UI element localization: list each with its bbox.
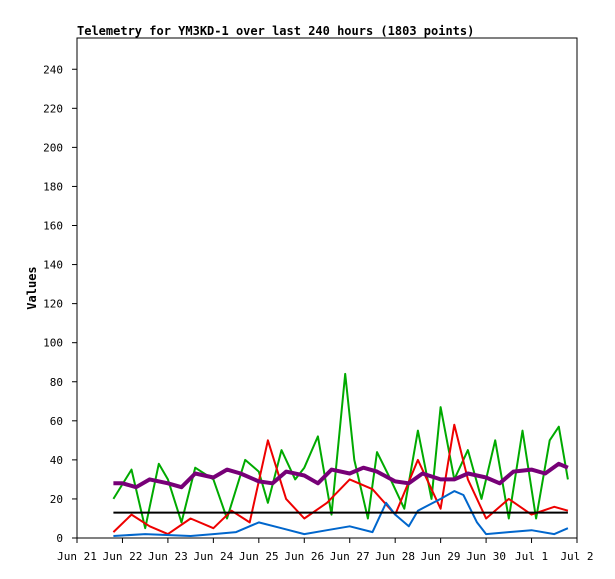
x-tick-label: Jul 1 xyxy=(515,550,548,563)
y-tick-label: 100 xyxy=(43,337,63,350)
x-tick-label: Jun 21 xyxy=(57,550,97,563)
y-tick-label: 80 xyxy=(50,376,63,389)
x-axis: Jun 21 Jun 22 Jun 23 Jun 24 Jun 25 Jun 26 Jun … xyxy=(57,538,594,563)
y-tick-label: 180 xyxy=(43,180,63,193)
chart-title: Telemetry for YM3KD-1 over last 240 hour… xyxy=(77,24,474,38)
series-line-3 xyxy=(113,490,569,537)
x-tick-label: Jun 29 xyxy=(421,550,461,563)
y-tick-label: 120 xyxy=(43,298,63,311)
x-tick-label: Jun 26 xyxy=(284,550,324,563)
x-tick-label: Jun 22 xyxy=(103,550,143,563)
x-tick-label: Jun 28 xyxy=(375,550,415,563)
x-tick-label: Jul 2 xyxy=(560,550,593,563)
y-tick-label: 240 xyxy=(43,63,63,76)
x-tick-label: Jun 30 xyxy=(466,550,506,563)
y-axis: 0 20 40 60 80 100 120 140 160 180 200 220 240 xyxy=(43,63,77,545)
y-tick-label: 140 xyxy=(43,259,63,272)
y-axis-label: Values xyxy=(25,266,39,309)
x-tick-label: Jun 25 xyxy=(239,550,279,563)
y-tick-label: 200 xyxy=(43,141,63,154)
plot-frame xyxy=(76,37,578,539)
y-tick-label: 0 xyxy=(56,532,63,545)
y-tick-label: 220 xyxy=(43,102,63,115)
series-line-4 xyxy=(113,461,569,490)
series-group xyxy=(112,372,569,537)
x-tick-label: Jun 24 xyxy=(193,550,233,563)
y-tick-label: 60 xyxy=(50,415,63,428)
x-tick-label: Jun 23 xyxy=(148,550,188,563)
x-tick-label: Jun 27 xyxy=(330,550,370,563)
y-tick-label: 40 xyxy=(50,454,63,467)
y-tick-label: 20 xyxy=(50,493,63,506)
series-line-2 xyxy=(112,423,569,536)
y-tick-label: 160 xyxy=(43,220,63,233)
